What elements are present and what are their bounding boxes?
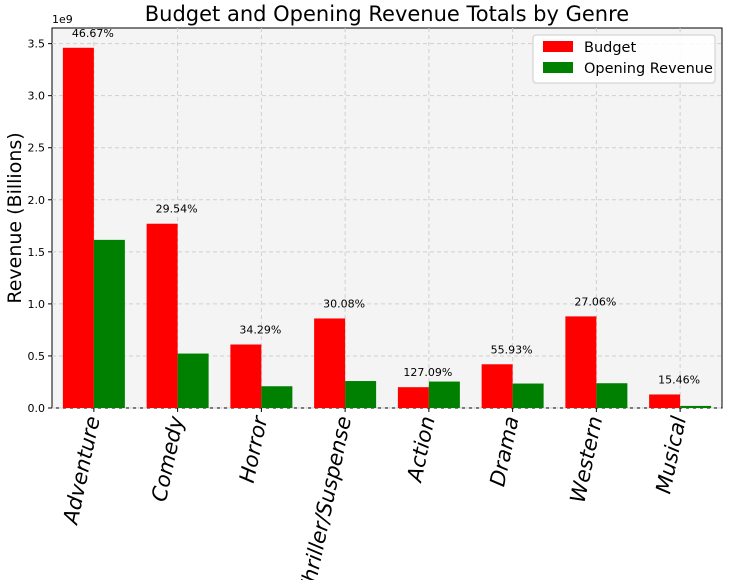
- y-offset-label: 1e9: [52, 13, 73, 26]
- bar-budget-horror: [230, 344, 262, 408]
- y-tick-label: 0.0: [28, 402, 46, 415]
- bar-opening-revenue-adventure: [93, 239, 125, 408]
- legend-label-budget: Budget: [584, 40, 636, 56]
- percentage-annotation: 34.29%: [239, 323, 281, 336]
- y-tick-label: 3.0: [28, 90, 46, 103]
- bar-budget-comedy: [146, 223, 178, 408]
- y-tick-label: 0.5: [28, 350, 46, 363]
- bars: [62, 47, 712, 408]
- x-tick-label: Action: [402, 414, 440, 486]
- bar-opening-revenue-thriller-suspense: [345, 381, 377, 408]
- y-tick-label: 3.5: [28, 38, 46, 51]
- bar-budget-thriller-suspense: [314, 318, 346, 408]
- legend-swatch-opening-revenue: [543, 62, 573, 73]
- x-tick-label: Horror: [235, 413, 273, 485]
- percentage-annotation: 46.67%: [72, 27, 114, 40]
- legend: Budget Opening Revenue: [532, 34, 716, 84]
- percentage-annotation: 15.46%: [658, 373, 700, 386]
- percentage-annotation: 30.08%: [323, 297, 365, 310]
- percentage-annotation: 127.09%: [403, 366, 452, 379]
- legend-swatch-budget: [543, 41, 573, 52]
- bar-opening-revenue-comedy: [177, 353, 209, 408]
- bar-budget-western: [565, 316, 597, 408]
- y-tick-label: 2.5: [28, 142, 46, 155]
- bar-budget-action: [397, 387, 429, 408]
- legend-label-opening-revenue: Opening Revenue: [584, 61, 713, 77]
- bar-opening-revenue-western: [596, 383, 628, 408]
- bar-opening-revenue-drama: [512, 383, 544, 408]
- bar-opening-revenue-action: [428, 381, 460, 408]
- chart-title: Budget and Opening Revenue Totals by Gen…: [145, 2, 629, 26]
- y-tick-label: 2.0: [28, 194, 46, 207]
- x-tick-label: Drama: [485, 414, 523, 488]
- percentage-annotation: 27.06%: [574, 295, 616, 308]
- bar-opening-revenue-musical: [680, 405, 712, 408]
- percentage-annotation: 29.54%: [156, 203, 198, 216]
- percentage-annotation: 55.93%: [491, 343, 533, 356]
- bar-budget-drama: [481, 364, 513, 408]
- y-tick-label: 1.5: [28, 246, 46, 259]
- x-tick-label: Comedy: [147, 414, 189, 504]
- x-tick-label: Adventure: [58, 414, 105, 528]
- bar-budget-musical: [649, 394, 681, 408]
- bar-budget-adventure: [62, 47, 94, 408]
- legend-box: [532, 34, 716, 84]
- bar-opening-revenue-horror: [261, 386, 293, 408]
- y-axis-label: Revenue (Billions): [4, 132, 26, 303]
- x-tick-label: Western: [566, 414, 608, 505]
- percentage-annotations: 46.67% 29.54% 34.29% 30.08% 127.09% 55.93% 27.…: [72, 27, 700, 387]
- x-tick-label: Thriller/Suspense: [295, 414, 356, 580]
- y-tick-label: 1.0: [28, 298, 46, 311]
- x-tick-label: Musical: [651, 414, 691, 496]
